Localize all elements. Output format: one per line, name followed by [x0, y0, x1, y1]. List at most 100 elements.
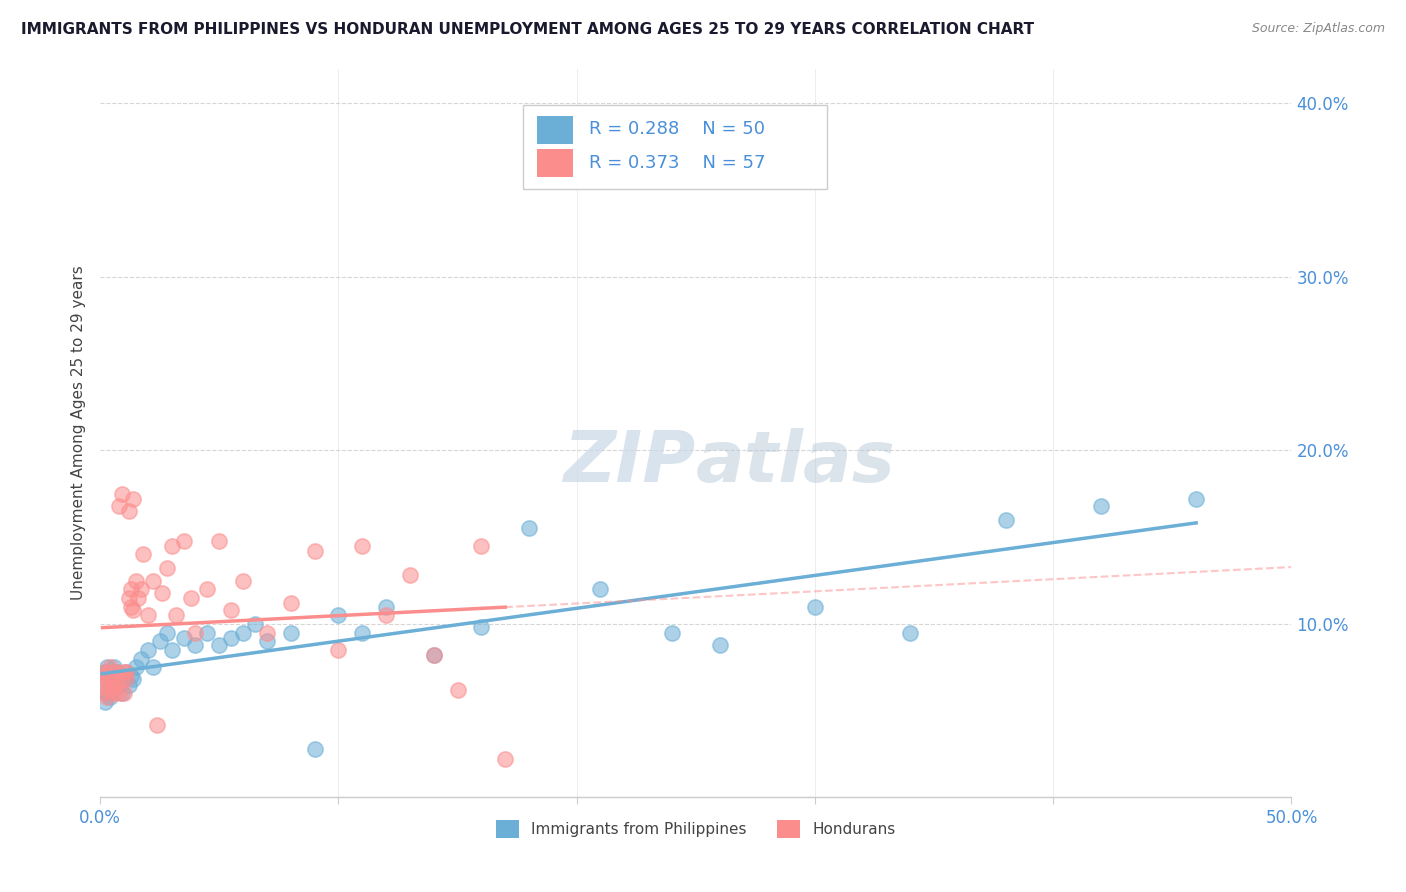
Point	[709, 638, 731, 652]
Point	[98, 678, 121, 692]
Point	[96, 686, 118, 700]
Point	[122, 673, 145, 687]
Point	[446, 682, 468, 697]
Point	[110, 673, 132, 687]
Point	[94, 665, 117, 680]
Point	[112, 673, 135, 687]
Point	[328, 608, 350, 623]
Text: ZIP: ZIP	[564, 427, 696, 497]
Point	[110, 487, 132, 501]
Point	[422, 648, 444, 662]
Point	[112, 686, 135, 700]
Point	[280, 625, 302, 640]
Point	[98, 682, 121, 697]
Point	[136, 608, 159, 623]
FancyBboxPatch shape	[523, 105, 827, 189]
Point	[375, 599, 398, 614]
Text: R = 0.288    N = 50: R = 0.288 N = 50	[589, 120, 765, 138]
Point	[160, 539, 183, 553]
Point	[156, 625, 179, 640]
Text: IMMIGRANTS FROM PHILIPPINES VS HONDURAN UNEMPLOYMENT AMONG AGES 25 TO 29 YEARS C: IMMIGRANTS FROM PHILIPPINES VS HONDURAN …	[21, 22, 1035, 37]
Point	[208, 533, 231, 548]
Point	[150, 585, 173, 599]
Point	[422, 648, 444, 662]
Point	[118, 504, 141, 518]
Point	[118, 678, 141, 692]
Point	[91, 669, 114, 683]
Point	[184, 625, 207, 640]
Point	[470, 620, 492, 634]
Point	[208, 638, 231, 652]
Point	[103, 686, 125, 700]
Legend: Immigrants from Philippines, Hondurans: Immigrants from Philippines, Hondurans	[489, 814, 901, 845]
Point	[94, 686, 117, 700]
Point	[328, 643, 350, 657]
Point	[101, 665, 124, 680]
Point	[661, 625, 683, 640]
Point	[375, 608, 398, 623]
Point	[256, 634, 278, 648]
Point	[96, 690, 118, 704]
Point	[1090, 499, 1112, 513]
Point	[125, 574, 148, 588]
Point	[173, 533, 195, 548]
Point	[115, 665, 138, 680]
Point	[494, 752, 516, 766]
Point	[115, 673, 138, 687]
Point	[184, 638, 207, 652]
Point	[256, 625, 278, 640]
Point	[101, 682, 124, 697]
Point	[103, 673, 125, 687]
Point	[91, 678, 114, 692]
Point	[101, 678, 124, 692]
Text: R = 0.373    N = 57: R = 0.373 N = 57	[589, 153, 765, 171]
Point	[399, 568, 422, 582]
Point	[136, 643, 159, 657]
Point	[115, 665, 138, 680]
Point	[517, 521, 540, 535]
Point	[232, 625, 254, 640]
Y-axis label: Unemployment Among Ages 25 to 29 years: Unemployment Among Ages 25 to 29 years	[72, 266, 86, 600]
Point	[173, 631, 195, 645]
Point	[129, 582, 152, 597]
Point	[120, 669, 142, 683]
Text: atlas: atlas	[696, 427, 896, 497]
Point	[352, 625, 374, 640]
Point	[127, 591, 149, 605]
Point	[112, 665, 135, 680]
Point	[101, 669, 124, 683]
Point	[180, 591, 202, 605]
Point	[120, 582, 142, 597]
Point	[156, 561, 179, 575]
Point	[108, 686, 131, 700]
Point	[105, 678, 128, 692]
Point	[125, 660, 148, 674]
Point	[1185, 491, 1208, 506]
Point	[898, 625, 921, 640]
Bar	[537, 150, 574, 178]
Point	[105, 665, 128, 680]
Point	[304, 544, 326, 558]
Point	[122, 603, 145, 617]
Point	[165, 608, 187, 623]
Point	[141, 660, 163, 674]
Point	[98, 660, 121, 674]
Point	[195, 582, 218, 597]
Point	[141, 574, 163, 588]
Point	[804, 599, 827, 614]
Point	[129, 651, 152, 665]
Point	[219, 603, 242, 617]
Point	[96, 673, 118, 687]
Point	[110, 686, 132, 700]
Point	[103, 673, 125, 687]
Point	[280, 596, 302, 610]
Point	[219, 631, 242, 645]
Point	[98, 690, 121, 704]
Point	[103, 660, 125, 674]
Bar	[537, 116, 574, 144]
Point	[352, 539, 374, 553]
Point	[94, 665, 117, 680]
Point	[108, 499, 131, 513]
Point	[243, 616, 266, 631]
Point	[149, 634, 172, 648]
